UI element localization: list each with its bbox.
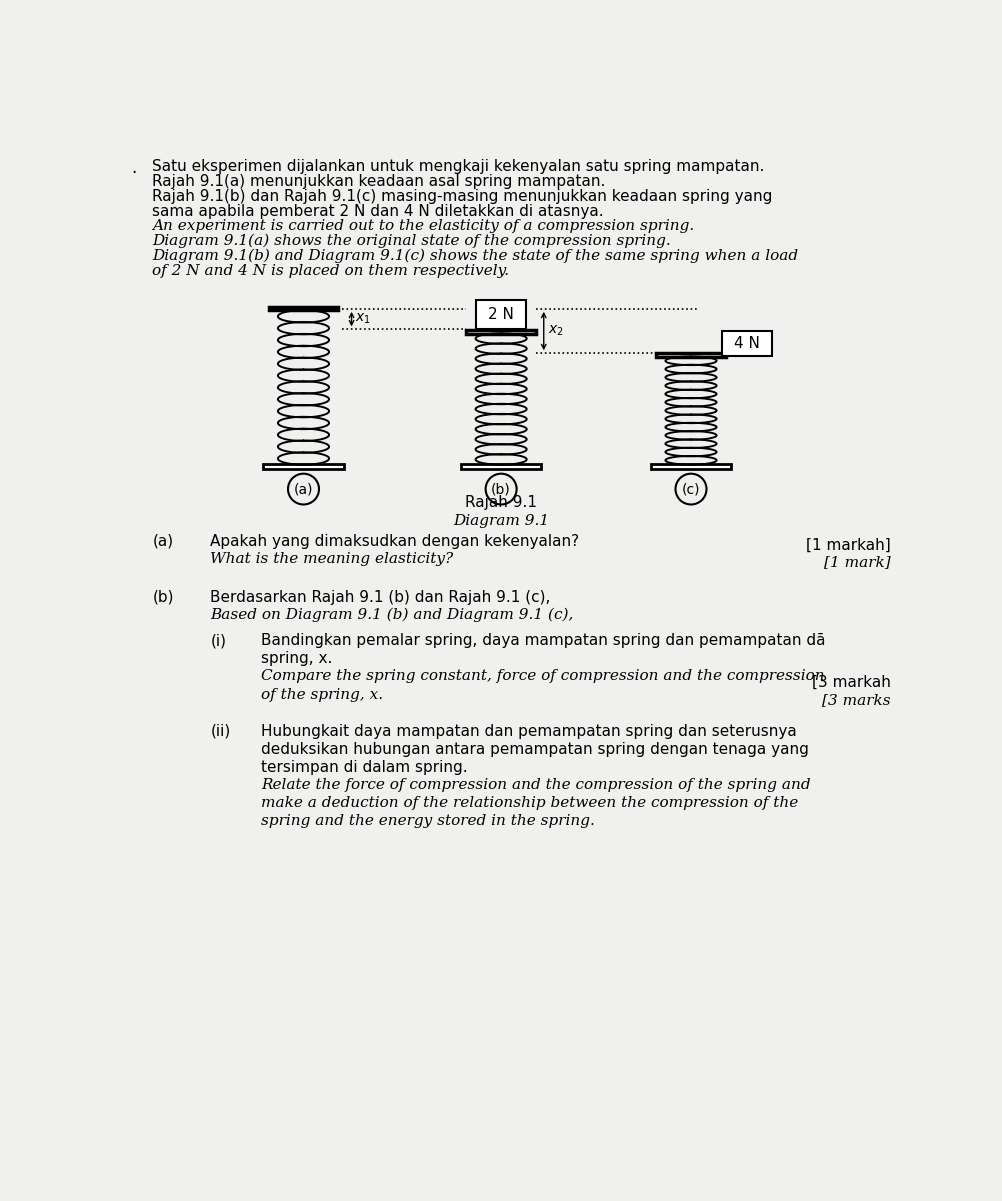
Text: Based on Diagram 9.1 (b) and Diagram 9.1 (c),: Based on Diagram 9.1 (b) and Diagram 9.1… bbox=[210, 608, 574, 622]
Text: 4 N: 4 N bbox=[733, 336, 760, 351]
Text: spring, x.: spring, x. bbox=[261, 651, 333, 667]
FancyBboxPatch shape bbox=[476, 300, 526, 329]
Text: (a): (a) bbox=[152, 533, 173, 549]
Text: Bandingkan pemalar spring, daya mampatan spring dan pemampatan dā: Bandingkan pemalar spring, daya mampatan… bbox=[261, 633, 826, 649]
Text: make a deduction of the relationship between the compression of the: make a deduction of the relationship bet… bbox=[261, 796, 799, 811]
Text: deduksikan hubungan antara pemampatan spring dengan tenaga yang: deduksikan hubungan antara pemampatan sp… bbox=[261, 742, 809, 757]
Text: [1 markah]: [1 markah] bbox=[807, 537, 891, 552]
FancyBboxPatch shape bbox=[466, 330, 536, 334]
Text: (c): (c) bbox=[681, 482, 700, 496]
Text: (a): (a) bbox=[294, 482, 314, 496]
Text: Apakah yang dimaksudkan dengan kekenyalan?: Apakah yang dimaksudkan dengan kekenyala… bbox=[210, 533, 579, 549]
Text: Relate the force of compression and the compression of the spring and: Relate the force of compression and the … bbox=[261, 778, 811, 791]
FancyBboxPatch shape bbox=[722, 331, 772, 355]
Text: Rajah 9.1(a) menunjukkan keadaan asal spring mampatan.: Rajah 9.1(a) menunjukkan keadaan asal sp… bbox=[152, 174, 606, 189]
Text: (i): (i) bbox=[210, 633, 226, 649]
Text: Compare the spring constant, force of compression and the compression: Compare the spring constant, force of co… bbox=[261, 669, 825, 683]
Text: $x_1$: $x_1$ bbox=[356, 312, 372, 327]
Text: Rajah 9.1(b) dan Rajah 9.1(c) masing-masing menunjukkan keadaan spring yang: Rajah 9.1(b) dan Rajah 9.1(c) masing-mas… bbox=[152, 189, 773, 204]
Text: (b): (b) bbox=[152, 590, 174, 605]
Text: An experiment is carried out to the elasticity of a compression spring.: An experiment is carried out to the elas… bbox=[152, 219, 694, 233]
Text: sama apabila pemberat 2 N dan 4 N diletakkan di atasnya.: sama apabila pemberat 2 N dan 4 N dileta… bbox=[152, 204, 604, 219]
Text: [3 marks: [3 marks bbox=[823, 693, 891, 707]
Text: spring and the energy stored in the spring.: spring and the energy stored in the spri… bbox=[261, 814, 595, 829]
Text: Hubungkait daya mampatan dan pemampatan spring dan seterusnya: Hubungkait daya mampatan dan pemampatan … bbox=[261, 724, 797, 739]
FancyBboxPatch shape bbox=[650, 465, 731, 470]
Text: Diagram 9.1: Diagram 9.1 bbox=[453, 514, 549, 528]
Text: (b): (b) bbox=[491, 482, 511, 496]
Text: Berdasarkan Rajah 9.1 (b) dan Rajah 9.1 (c),: Berdasarkan Rajah 9.1 (b) dan Rajah 9.1 … bbox=[210, 590, 551, 605]
Text: Diagram 9.1(b) and Diagram 9.1(c) shows the state of the same spring when a load: Diagram 9.1(b) and Diagram 9.1(c) shows … bbox=[152, 249, 799, 263]
Text: tersimpan di dalam spring.: tersimpan di dalam spring. bbox=[261, 760, 468, 775]
Text: 2 N: 2 N bbox=[488, 307, 514, 322]
Text: [1 mark]: [1 mark] bbox=[825, 555, 891, 569]
FancyBboxPatch shape bbox=[264, 465, 344, 470]
Text: Satu eksperimen dijalankan untuk mengkaji kekenyalan satu spring mampatan.: Satu eksperimen dijalankan untuk mengkaj… bbox=[152, 159, 765, 174]
Text: .: . bbox=[131, 159, 136, 177]
Text: Rajah 9.1: Rajah 9.1 bbox=[465, 495, 537, 510]
Text: (ii): (ii) bbox=[210, 724, 230, 739]
FancyBboxPatch shape bbox=[269, 307, 339, 310]
FancyBboxPatch shape bbox=[461, 465, 541, 470]
Text: of 2 N and 4 N is placed on them respectively.: of 2 N and 4 N is placed on them respect… bbox=[152, 264, 509, 277]
FancyBboxPatch shape bbox=[656, 353, 725, 357]
Text: of the spring, x.: of the spring, x. bbox=[261, 687, 383, 701]
Text: Diagram 9.1(a) shows the original state of the compression spring.: Diagram 9.1(a) shows the original state … bbox=[152, 234, 671, 249]
Text: What is the meaning elasticity?: What is the meaning elasticity? bbox=[210, 551, 454, 566]
Text: $x_2$: $x_2$ bbox=[548, 324, 563, 339]
Text: [3 markah: [3 markah bbox=[812, 675, 891, 689]
